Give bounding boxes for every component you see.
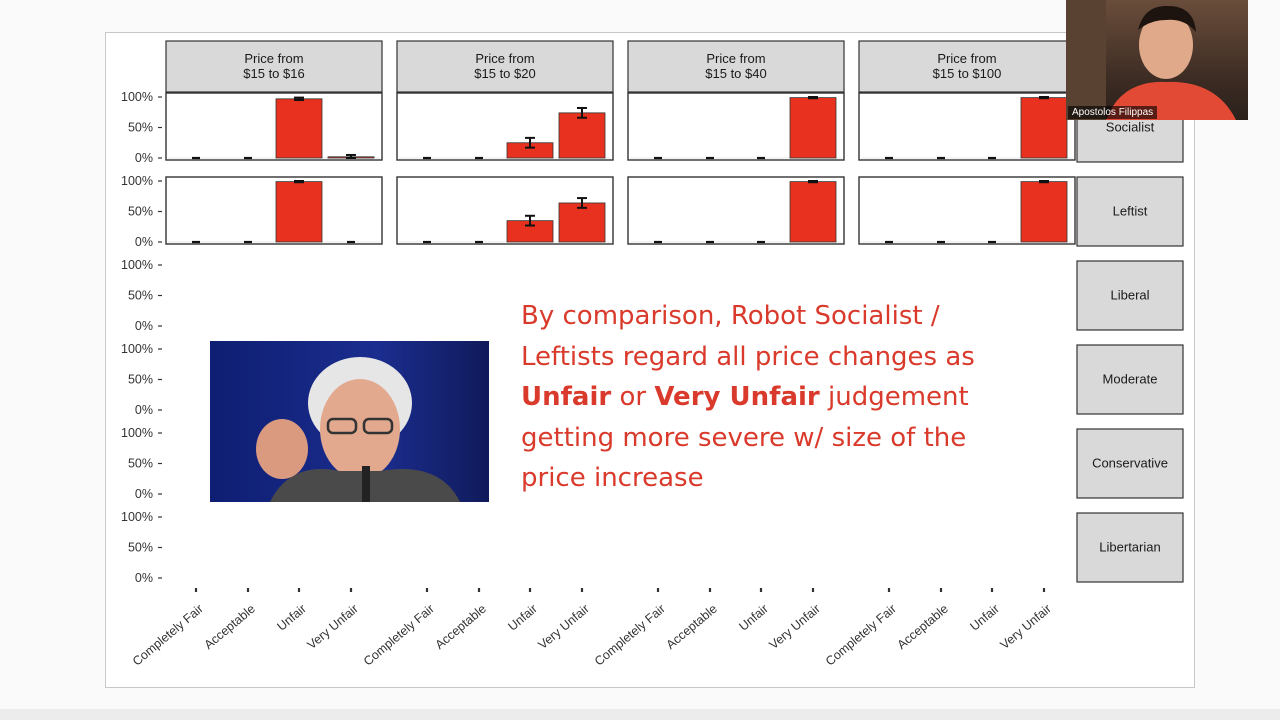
y-tick-label: 0%	[135, 403, 153, 417]
row-facet-leftist	[1076, 176, 1184, 247]
annotation-line-4: getting more severe w/ size of the	[521, 422, 967, 453]
y-tick-label: 100%	[121, 426, 153, 440]
column-strip-3	[627, 40, 845, 93]
x-category-label: Unfair	[274, 602, 309, 634]
row-facet-label-conservative: Conservative	[1092, 456, 1168, 471]
x-category-label: Completely Fair	[361, 602, 437, 669]
annotation-line-3: Unfair or Very Unfair judgement	[521, 377, 1041, 418]
column-strip-label-3: Price from $15 to $40	[705, 51, 766, 81]
row-facet-moderate	[1076, 344, 1184, 415]
y-tick-label: 50%	[128, 205, 153, 219]
participant-name-label: Apostolos Filippas	[1068, 106, 1158, 119]
x-category-label: Acceptable	[895, 602, 951, 653]
row-facet-liberal	[1076, 260, 1184, 331]
x-category-label: Unfair	[967, 602, 1002, 634]
column-strip-line: Price from	[706, 51, 765, 66]
row-facet-label-libertarian: Libertarian	[1099, 540, 1160, 555]
y-tick-label: 100%	[121, 510, 153, 524]
x-category-label: Acceptable	[433, 602, 489, 653]
bar	[558, 112, 606, 159]
bar	[558, 202, 606, 243]
bar	[1020, 181, 1068, 243]
column-strip-line: $15 to $20	[474, 66, 535, 81]
annotation-bold-very-unfair: Very Unfair	[654, 382, 820, 412]
column-strip-line: Price from	[475, 51, 534, 66]
bar	[789, 181, 837, 243]
y-tick-label: 100%	[121, 174, 153, 188]
row-facet-label-moderate: Moderate	[1103, 372, 1158, 387]
row-facet-conservative	[1076, 428, 1184, 499]
panel-r1-c1	[165, 92, 383, 161]
x-category-label: Very Unfair	[305, 602, 361, 652]
annotation-line-1: By comparison, Robot Socialist /	[521, 301, 940, 331]
bar	[789, 97, 837, 159]
x-category-label: Acceptable	[202, 602, 258, 653]
x-category-label: Very Unfair	[767, 602, 823, 652]
column-strip-1	[165, 40, 383, 93]
x-category-label: Acceptable	[664, 602, 720, 653]
annotation-text: By comparison, Robot Socialist / Leftist…	[521, 296, 1041, 499]
y-tick-label: 0%	[135, 319, 153, 333]
annotation-line-3-rest: judgement	[819, 382, 969, 412]
column-strip-line: $15 to $40	[705, 66, 766, 81]
row-facet-label-socialist: Socialist	[1106, 120, 1155, 135]
y-tick-label: 50%	[128, 541, 153, 555]
x-category-label: Very Unfair	[536, 602, 592, 652]
y-tick-label: 50%	[128, 289, 153, 303]
portrait-photo	[210, 341, 489, 502]
y-tick-label: 50%	[128, 457, 153, 471]
y-tick-label: 100%	[121, 258, 153, 272]
column-strip-2	[396, 40, 614, 93]
x-category-label: Completely Fair	[592, 602, 668, 669]
column-strip-line: $15 to $100	[933, 66, 1002, 81]
x-category-label: Completely Fair	[130, 602, 206, 669]
column-strip-label-1: Price from $15 to $16	[243, 51, 304, 81]
y-tick-label: 50%	[128, 121, 153, 135]
y-tick-label: 0%	[135, 571, 153, 585]
bar	[275, 98, 323, 159]
webcam-tile[interactable]: Apostolos Filippas	[1066, 0, 1248, 120]
row-facet-label-liberal: Liberal	[1110, 288, 1149, 303]
y-tick-label: 100%	[121, 342, 153, 356]
annotation-line-5: price increase	[521, 463, 704, 493]
column-strip-4	[858, 40, 1076, 93]
y-tick-label: 0%	[135, 151, 153, 165]
column-strip-line: Price from	[244, 51, 303, 66]
y-tick-label: 0%	[135, 235, 153, 249]
column-strip-label-2: Price from $15 to $20	[474, 51, 535, 81]
row-facet-label-leftist: Leftist	[1113, 204, 1148, 219]
x-category-label: Unfair	[736, 602, 771, 634]
zoom-watermark: zoom	[1098, 652, 1160, 677]
annotation-or: or	[611, 382, 655, 412]
bar	[275, 181, 323, 243]
column-strip-line: $15 to $16	[243, 66, 304, 81]
column-strip-line: Price from	[937, 51, 996, 66]
x-category-label: Completely Fair	[823, 602, 899, 669]
webcam-person	[1066, 0, 1236, 120]
y-tick-label: 50%	[128, 373, 153, 387]
annotation-line-2: Leftists regard all price changes as	[521, 341, 975, 372]
bar	[1020, 97, 1068, 159]
row-facet-libertarian	[1076, 512, 1184, 583]
y-tick-label: 0%	[135, 487, 153, 501]
y-tick-label: 100%	[121, 90, 153, 104]
panel-r2-c1	[165, 176, 383, 245]
bottom-bar	[0, 709, 1280, 720]
annotation-bold-unfair: Unfair	[521, 382, 612, 412]
portrait-illustration	[256, 357, 460, 502]
x-category-label: Unfair	[505, 602, 540, 634]
x-category-label: Very Unfair	[998, 602, 1054, 652]
column-strip-label-4: Price from $15 to $100	[933, 51, 1002, 81]
